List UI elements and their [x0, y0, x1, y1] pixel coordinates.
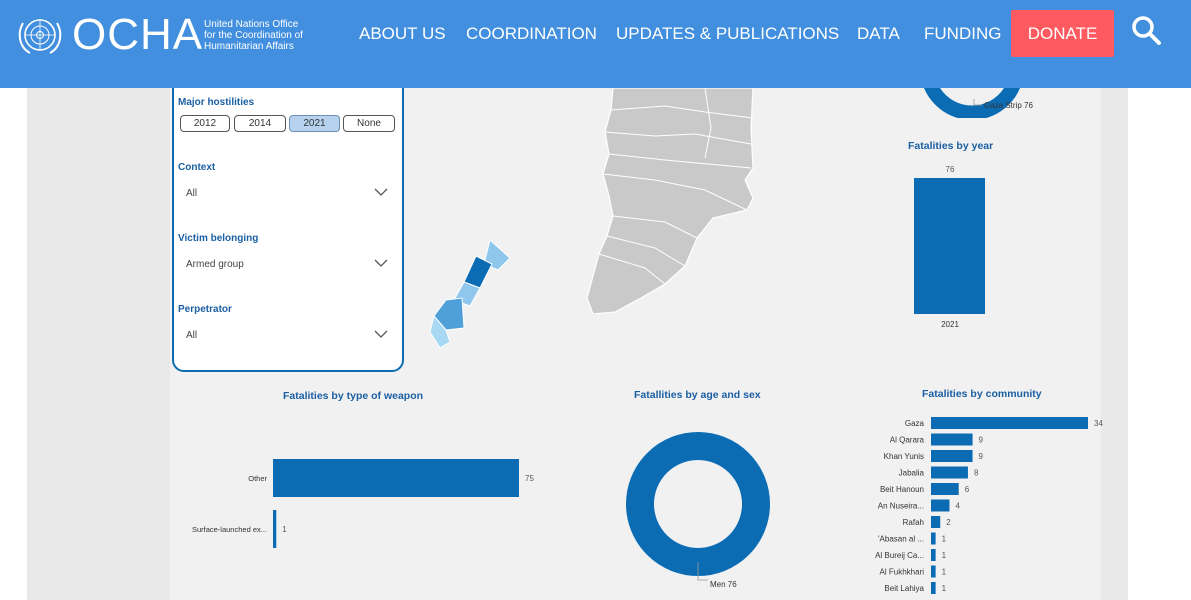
weapon-chart: Other 75 Surface-launched ex... 1 — [192, 459, 534, 548]
community-bar-value-label: 9 — [979, 452, 984, 461]
logo-subtitle-line: Humanitarian Affairs — [204, 41, 294, 52]
logo-subtitle-line: for the Coordination of — [204, 30, 303, 41]
community-bar-value-label: 1 — [942, 535, 947, 544]
un-emblem-icon[interactable] — [14, 13, 66, 57]
community-bar-value-label: 4 — [955, 502, 960, 511]
community-bar — [931, 565, 936, 578]
gaza-strip-donut-label: Gaza Strip 76 — [984, 101, 1033, 110]
search-icon[interactable] — [1130, 14, 1162, 46]
community-bar — [931, 549, 936, 561]
age-chart-title: Fatallities by age and sex — [634, 389, 761, 401]
weapon-bar-value-label: 1 — [282, 525, 287, 534]
community-bar-value-label: 1 — [942, 584, 947, 593]
nav-updates-publications[interactable]: UPDATES & PUBLICATIONS — [616, 24, 840, 43]
community-bar — [931, 450, 973, 462]
weapon-category-label: Surface-launched ex... — [192, 525, 267, 534]
nav-about-us[interactable]: ABOUT US — [359, 24, 446, 43]
community-category-label: Al Bureij Ca... — [875, 551, 924, 560]
gaza-strip-map[interactable] — [420, 236, 520, 352]
community-category-label: Al Fukhkhari — [880, 568, 925, 577]
chevron-down-icon — [374, 188, 388, 196]
nav-data[interactable]: DATA — [857, 24, 900, 43]
top-navigation-bar: OCHA United Nations Office for the Coord… — [0, 0, 1191, 88]
perpetrator-value: All — [186, 330, 198, 341]
community-chart: Gaza 34 Al Qarara 9 Khan Yunis 9 Jabalia 8 Beit … — [875, 417, 1103, 594]
page-margin-left — [0, 88, 27, 600]
community-category-label: Jabalia — [899, 469, 925, 478]
year-chart: 76 2021 — [914, 165, 985, 329]
page-margin-right — [1128, 88, 1191, 600]
context-value: All — [186, 188, 198, 199]
context-dropdown[interactable]: All — [178, 183, 392, 207]
chevron-down-icon — [374, 259, 388, 267]
filter-panel — [172, 60, 404, 372]
donate-button[interactable]: DONATE — [1011, 10, 1114, 57]
victim-belonging-label: Victim belonging — [178, 233, 259, 244]
weapon-bar — [273, 459, 519, 497]
community-bar — [931, 582, 936, 594]
weapon-chart-title: Fatalities by type of weapon — [283, 390, 424, 402]
ocha-logo-subtitle: United Nations Office for the Coordinati… — [204, 19, 324, 52]
community-bar — [931, 532, 936, 545]
age-donut-leader-line — [697, 562, 708, 581]
community-bar — [931, 516, 941, 528]
map-region-khan-yunis[interactable] — [433, 297, 465, 331]
ocha-logo-text[interactable]: OCHA — [72, 10, 204, 59]
age-donut-label: Men 76 — [710, 580, 737, 589]
dashboard-frame-left — [27, 88, 170, 600]
community-category-label: Rafah — [903, 518, 924, 527]
age-donut-slice — [626, 432, 770, 576]
perpetrator-dropdown[interactable]: All — [178, 325, 392, 349]
year-button-2021[interactable]: 2021 — [289, 115, 340, 132]
community-bar — [931, 499, 950, 512]
community-bar — [931, 466, 968, 479]
age-donut-chart — [626, 432, 770, 581]
chevron-down-icon — [374, 330, 388, 338]
community-bar-value-label: 6 — [965, 485, 970, 494]
community-bar — [931, 483, 959, 495]
community-bar — [931, 433, 973, 446]
community-bar-value-label: 9 — [979, 436, 984, 445]
community-category-label: Beit Hanoun — [880, 485, 924, 494]
year-bar-value-label: 76 — [946, 165, 955, 174]
major-hostilities-label: Major hostilities — [178, 97, 255, 108]
community-category-label: Al Qarara — [890, 436, 925, 445]
year-tick-label: 2021 — [941, 320, 959, 329]
community-category-label: Khan Yunis — [884, 452, 924, 461]
community-category-label: 'Abasan al ... — [878, 535, 924, 544]
gaza-strip-donut[interactable] — [900, 88, 1040, 118]
map-region-rafah[interactable] — [429, 314, 451, 349]
dashboard-frame-right — [1101, 88, 1128, 600]
year-bar — [914, 178, 985, 314]
year-chart-title: Fatalities by year — [908, 140, 994, 152]
community-category-label: Gaza — [905, 419, 925, 428]
community-bar-value-label: 1 — [942, 568, 947, 577]
community-bar-value-label: 8 — [974, 469, 979, 478]
weapon-bar-value-label: 75 — [525, 474, 534, 483]
weapon-category-label: Other — [248, 474, 267, 483]
nav-funding[interactable]: FUNDING — [924, 24, 1002, 43]
community-chart-title: Fatalities by community — [922, 388, 1042, 400]
community-bar-value-label: 34 — [1094, 419, 1103, 428]
victim-belonging-dropdown[interactable]: Armed group — [178, 254, 392, 278]
victim-belonging-value: Armed group — [186, 259, 244, 270]
weapon-bar — [273, 510, 277, 548]
context-label: Context — [178, 162, 216, 173]
community-category-label: An Nuseira... — [878, 502, 924, 511]
map-region-north[interactable] — [483, 239, 511, 271]
community-bar-value-label: 2 — [946, 518, 951, 527]
logo-subtitle-line: United Nations Office — [204, 19, 299, 30]
year-button-none[interactable]: None — [343, 115, 395, 132]
community-bar — [931, 417, 1088, 429]
west-bank-map[interactable] — [585, 88, 760, 314]
nav-coordination[interactable]: COORDINATION — [466, 24, 597, 43]
year-button-2012[interactable]: 2012 — [180, 115, 230, 132]
perpetrator-label: Perpetrator — [178, 304, 232, 315]
year-button-2014[interactable]: 2014 — [234, 115, 286, 132]
community-bar-value-label: 1 — [942, 551, 947, 560]
community-category-label: Beit Lahiya — [884, 584, 924, 593]
